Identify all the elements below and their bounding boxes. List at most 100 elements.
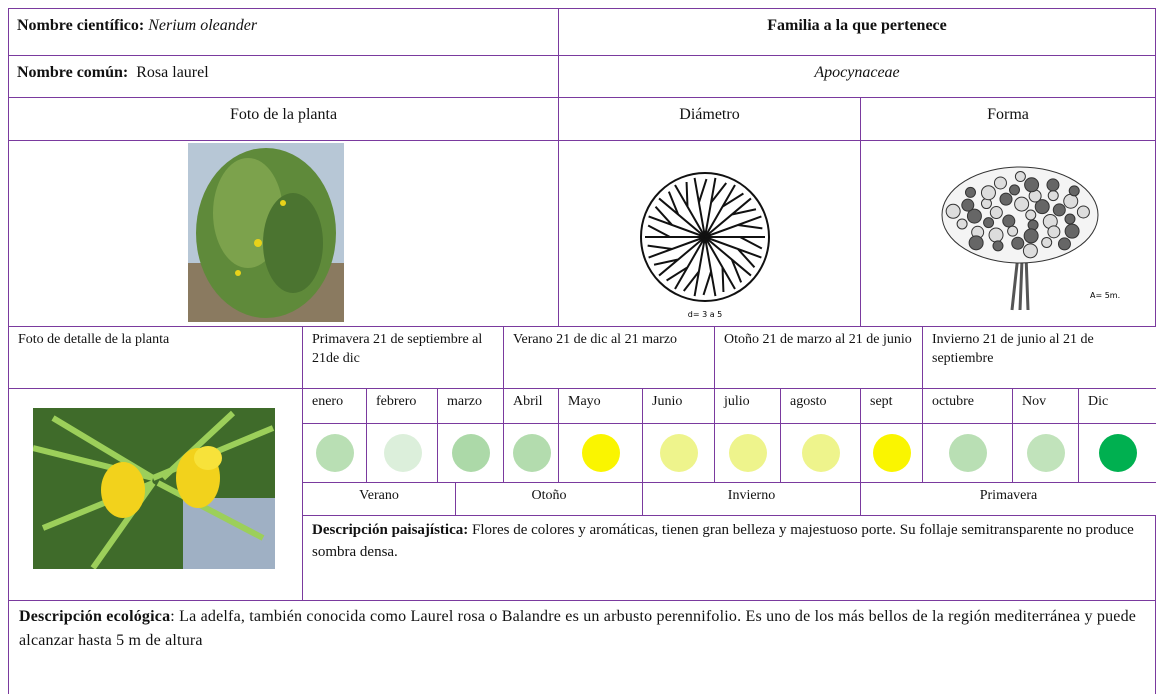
- flower: [101, 462, 145, 518]
- month: febrero: [366, 388, 438, 424]
- flower: [280, 200, 286, 206]
- foliage-cluster: [1027, 219, 1039, 231]
- branch: [704, 184, 744, 238]
- month: Junio: [642, 388, 715, 424]
- month-color: [383, 434, 422, 472]
- month: Abril: [503, 388, 559, 424]
- branch: [704, 236, 736, 293]
- foliage-cluster: [1023, 228, 1039, 244]
- season: Otoño: [455, 482, 643, 516]
- scientific-name-cell: Nombre científico: Nerium oleander: [8, 8, 559, 56]
- diameter-drawing: d= 3 a 5: [640, 172, 770, 319]
- month: Mayo: [558, 388, 643, 424]
- detail-photo-label: Foto de detalle de la planta: [8, 326, 303, 389]
- foliage-cluster: [1057, 237, 1071, 251]
- foliage-cluster: [993, 176, 1007, 190]
- month-color: [582, 434, 620, 472]
- foliage-cluster: [989, 206, 1003, 220]
- branch: [704, 236, 752, 283]
- detail-photo: [33, 408, 275, 569]
- branch: [702, 236, 717, 297]
- label: Descripción paisajística:: [312, 522, 469, 538]
- text: Flores de colores y aromáticas, tienen g…: [312, 522, 1134, 560]
- background: [183, 498, 275, 569]
- branch: [666, 236, 706, 290]
- branch: [674, 181, 706, 238]
- month: julio: [714, 388, 781, 424]
- foliage-cluster: [1011, 236, 1025, 250]
- month-color: [873, 434, 911, 472]
- foliage-cluster: [1064, 213, 1076, 225]
- text: : La adelfa, también conocida como Laure…: [19, 608, 1137, 649]
- common-name-cell: Nombre común: Rosa laurel: [8, 55, 559, 98]
- foliage-cluster: [956, 218, 968, 230]
- month-color-cell: [922, 423, 1013, 483]
- month-color-cell: [503, 423, 559, 483]
- trunk: [1010, 254, 1030, 311]
- month: Dic: [1078, 388, 1156, 424]
- label: Nombre común:: [17, 64, 129, 81]
- family-label-cell: Familia a la que pertenece: [558, 8, 1156, 56]
- season: Primavera: [860, 482, 1156, 516]
- branch: [658, 191, 706, 238]
- foliage-cluster: [1014, 196, 1030, 212]
- branch: [704, 215, 763, 238]
- month-color: [949, 434, 987, 472]
- month-color-cell: [1078, 423, 1156, 483]
- branch: [704, 177, 728, 238]
- shape-drawing: A= 5m.: [941, 166, 1120, 311]
- value: Nerium oleander: [148, 17, 258, 34]
- foliage: [263, 193, 323, 293]
- foliage-cluster: [1063, 193, 1079, 209]
- branch: [653, 236, 706, 277]
- foliage-cluster: [999, 192, 1013, 206]
- month-color: [1027, 434, 1065, 472]
- season-period: Invierno 21 de junio al 21 de septiembre: [922, 326, 1156, 389]
- month-color: [1099, 434, 1137, 472]
- season-period: Otoño 21 de marzo al 21 de junio: [714, 326, 923, 389]
- foliage-cluster: [1047, 190, 1059, 202]
- branch: [704, 197, 757, 238]
- ecological-description: Descripción ecológica: La adelfa, tambié…: [8, 600, 1156, 694]
- month-color-cell: [437, 423, 504, 483]
- flower: [194, 446, 222, 470]
- foliage-cluster: [988, 227, 1004, 243]
- foliage-cluster: [1022, 243, 1038, 259]
- foliage-cluster: [1002, 214, 1016, 228]
- value: Rosa laurel: [136, 64, 209, 81]
- plant-photo: [188, 143, 344, 322]
- label: Nombre científico:: [17, 17, 145, 34]
- month-color-cell: [714, 423, 781, 483]
- branch: [682, 236, 706, 297]
- foliage-cluster: [1008, 184, 1020, 196]
- month: marzo: [437, 388, 504, 424]
- month-color: [802, 434, 840, 472]
- diameter-note: d= 3 a 5: [688, 310, 723, 319]
- foliage-cluster: [961, 198, 975, 212]
- season: Invierno: [642, 482, 861, 516]
- foliage-cluster: [992, 240, 1004, 252]
- month-color: [452, 434, 490, 472]
- month-color: [729, 434, 767, 472]
- month: octubre: [922, 388, 1013, 424]
- foliage-cluster: [964, 186, 976, 198]
- flower: [254, 239, 262, 247]
- season-period: Primavera 21 de septiembre al 21de dic: [302, 326, 504, 389]
- foliage-cluster: [1014, 171, 1026, 183]
- foliage-cluster: [1052, 203, 1066, 217]
- landscape-description: Descripción paisajística: Flores de colo…: [302, 515, 1156, 601]
- month-color: [316, 434, 354, 472]
- flower: [235, 270, 241, 276]
- label: Familia a la que pertenece: [767, 17, 947, 34]
- branch: [705, 236, 765, 250]
- foliage-cluster: [968, 235, 984, 251]
- foliage-cluster: [1025, 209, 1037, 221]
- month-color-cell: [642, 423, 715, 483]
- branch: [645, 224, 705, 238]
- family-cell: Apocynaceae: [558, 55, 1156, 98]
- season-period: Verano 21 de dic al 21 marzo: [503, 326, 715, 389]
- shape-note: A= 5m.: [1090, 291, 1120, 300]
- foliage-cluster: [1034, 199, 1050, 215]
- foliage-cluster: [1064, 223, 1080, 239]
